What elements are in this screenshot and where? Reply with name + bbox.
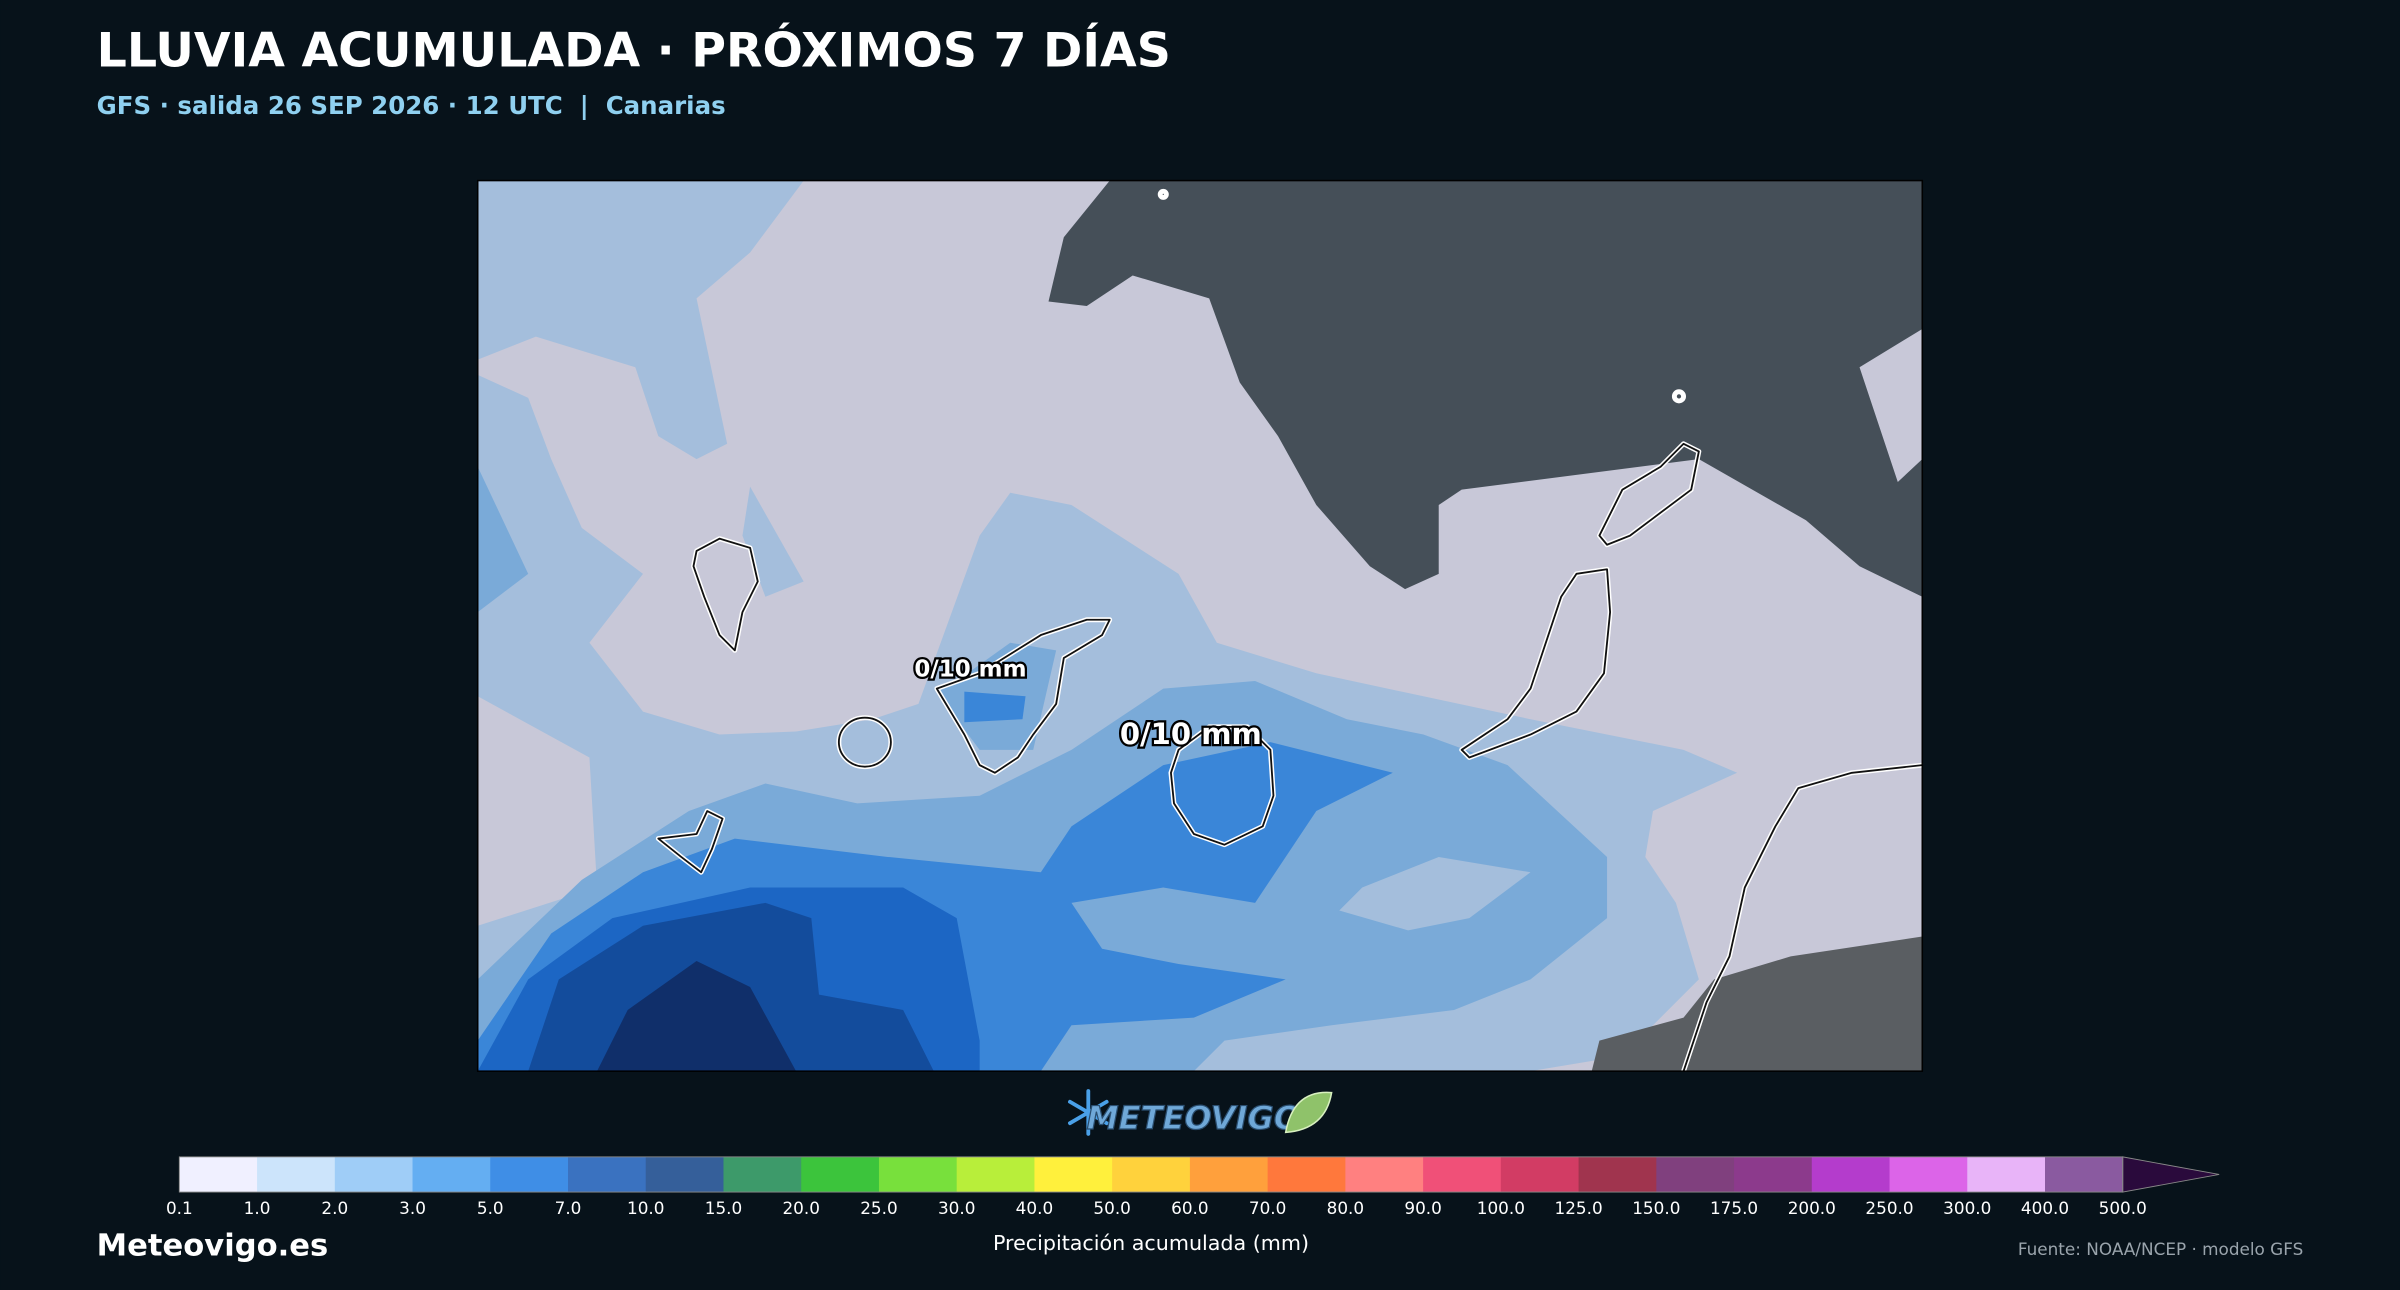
dry-area <box>477 696 598 926</box>
precip-area <box>742 486 804 597</box>
colorbar-tick-label: 40.0 <box>1016 1198 1053 1218</box>
logo: METEOVIGO <box>1068 1089 1333 1138</box>
colorbar-tick-label: 25.0 <box>860 1198 897 1218</box>
colorbar-tick-label: 1.0 <box>244 1198 271 1218</box>
colorbar-segment <box>723 1156 802 1193</box>
colorbar-segment <box>490 1156 569 1193</box>
colorbar-segment <box>568 1156 647 1193</box>
colorbar-tick-label: 90.0 <box>1404 1198 1441 1218</box>
logo-leaf <box>1284 1091 1333 1134</box>
map-frame <box>476 179 1924 1072</box>
colorbar-tick-label: 5.0 <box>477 1198 504 1218</box>
colorbar-segment <box>801 1156 880 1193</box>
colorbar-segment <box>1734 1156 1813 1193</box>
colorbar-tick-label: 300.0 <box>1943 1198 1991 1218</box>
colorbar-segment <box>878 1156 958 1193</box>
colorbar-frame <box>178 1156 2124 1193</box>
colorbar: 0.1 1.0 2.0 3.0 5.0 7.0 10.0 15.0 20.0 25.0 30.0 40… <box>166 1156 2220 1218</box>
colorbar-tick-label: 3.0 <box>399 1198 426 1218</box>
colorbar-segment <box>1656 1156 1735 1193</box>
map: 0/10 mm 0/10 mm <box>477 180 1923 1072</box>
colorbar-tick-label: 50.0 <box>1093 1198 1130 1218</box>
colorbar-tick-label: 200.0 <box>1788 1198 1836 1218</box>
colorbar-tick-label: 0.1 <box>166 1198 193 1218</box>
colorbar-segment <box>257 1156 336 1193</box>
precip-area <box>477 180 804 460</box>
colorbar-segment <box>1500 1156 1580 1193</box>
colorbar-tick-label: 125.0 <box>1554 1198 1602 1218</box>
site-name: Meteovigo.es <box>97 1229 329 1264</box>
colorbar-tick-label: 150.0 <box>1632 1198 1680 1218</box>
colorbar-segment <box>645 1156 725 1193</box>
colorbar-tick-label: 7.0 <box>555 1198 582 1218</box>
source: Fuente: NOAA/NCEP · modelo GFS <box>2018 1239 2303 1259</box>
colorbar-tick-label: 80.0 <box>1327 1198 1364 1218</box>
colorbar-segment <box>1889 1156 1969 1193</box>
colorbar-tick-label: 400.0 <box>2021 1198 2069 1218</box>
precip-area <box>597 960 797 1072</box>
colorbar-segment <box>1578 1156 1658 1193</box>
subtitle: GFS · salida 26 SEP 2026 · 12 UTC | Cana… <box>97 91 726 120</box>
land <box>1591 936 1923 1072</box>
precip-area <box>964 691 1026 723</box>
colorbar-segment <box>1345 1156 1424 1193</box>
colorbar-tick-label: 100.0 <box>1477 1198 1525 1218</box>
colorbar-tick-label: 60.0 <box>1171 1198 1208 1218</box>
colorbar-tick-label: 15.0 <box>705 1198 742 1218</box>
precip-area <box>477 466 529 613</box>
logo-text: METEOVIGO <box>1087 1099 1301 1137</box>
title: LLUVIA ACUMULADA · PRÓXIMOS 7 DÍAS <box>97 22 1171 79</box>
map-label: 0/10 mm <box>914 657 1026 683</box>
colorbar-tick-label: 70.0 <box>1249 1198 1286 1218</box>
coastline <box>655 188 1923 1072</box>
colorbar-segment <box>1189 1156 1269 1193</box>
map-label: 0/10 mm <box>1120 717 1262 751</box>
colorbar-tick-label: 10.0 <box>627 1198 664 1218</box>
logo-icon <box>1068 1089 1109 1136</box>
colorbar-segment <box>956 1156 1036 1193</box>
colorbar-segment <box>1267 1156 1347 1193</box>
colorbar-tick-label: 2.0 <box>321 1198 348 1218</box>
colorbar-segment <box>1811 1156 1891 1193</box>
colorbar-segment <box>1034 1156 1113 1193</box>
colorbar-segment <box>179 1156 258 1193</box>
colorbar-segment <box>334 1156 414 1193</box>
colorbar-segment <box>412 1156 492 1193</box>
colorbar-title: Precipitación acumulada (mm) <box>993 1231 1309 1255</box>
colorbar-tick-label: 500.0 <box>2099 1198 2147 1218</box>
colorbar-tick-label: 30.0 <box>938 1198 975 1218</box>
colorbar-segment <box>2045 1156 2124 1193</box>
dry-area <box>1339 856 1531 931</box>
colorbar-segment <box>1112 1156 1191 1193</box>
colorbar-tick-label: 250.0 <box>1865 1198 1913 1218</box>
colorbar-segment <box>1423 1156 1502 1193</box>
colorbar-segment <box>1967 1156 2046 1193</box>
land <box>1048 180 1923 597</box>
colorbar-tick-label: 175.0 <box>1710 1198 1758 1218</box>
colorbar-tick-label: 20.0 <box>782 1198 819 1218</box>
